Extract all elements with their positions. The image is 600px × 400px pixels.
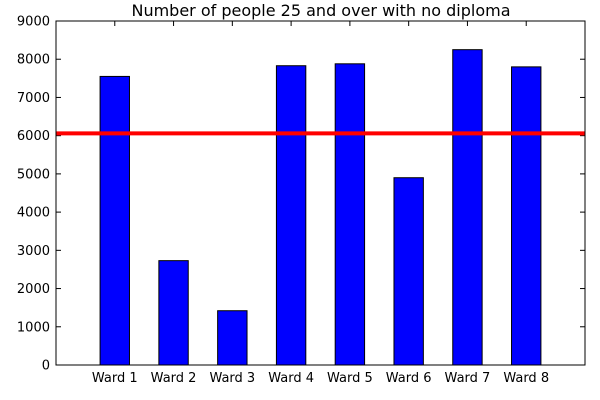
bar-ward-4 [275, 65, 307, 366]
x-tick-label: Ward 1 [92, 371, 138, 386]
x-tick-label: Ward 5 [327, 371, 373, 386]
bar-ward-5 [334, 63, 366, 366]
x-tick-label: Ward 6 [386, 371, 432, 386]
y-tick-label: 0 [42, 359, 50, 374]
plot-area-frame [55, 20, 586, 366]
y-tick-label: 6000 [17, 129, 50, 144]
axis-ticks: 0 1000 2000 3000 4000 5000 6000 7000 8000 9000 War… [17, 15, 585, 386]
x-tick-label: Ward 2 [151, 371, 197, 386]
bar-ward-1 [99, 75, 130, 366]
chart-title: Number of people 25 and over with no dip… [131, 1, 510, 20]
bars [99, 49, 542, 366]
x-tick-label: Ward 8 [503, 371, 549, 386]
bar-ward-3 [217, 310, 248, 366]
y-tick-label: 1000 [17, 320, 50, 335]
y-tick-label: 5000 [17, 167, 50, 182]
y-tick-label: 2000 [17, 282, 50, 297]
y-tick-label: 4000 [17, 206, 50, 221]
bar-ward-8 [511, 66, 542, 366]
bar-ward-2 [158, 260, 189, 366]
y-tick-label: 8000 [17, 53, 50, 68]
y-tick-label: 7000 [17, 91, 50, 106]
x-tick-label: Ward 3 [209, 371, 255, 386]
y-tick-label: 9000 [17, 15, 50, 30]
y-tick-label: 3000 [17, 244, 50, 259]
x-tick-label: Ward 4 [268, 371, 314, 386]
bar-ward-7 [452, 49, 483, 366]
bar-ward-6 [393, 177, 424, 366]
x-tick-label: Ward 7 [445, 371, 491, 386]
